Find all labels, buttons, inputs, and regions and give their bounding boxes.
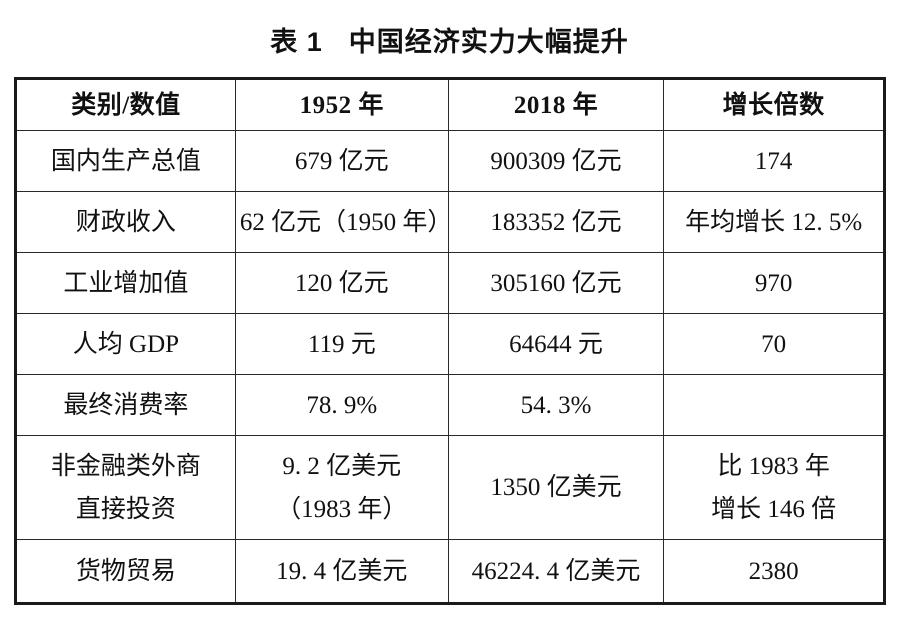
table-cell: 9. 2 亿美元 （1983 年）	[234, 435, 449, 540]
table-row: 非金融类外商 直接投资 9. 2 亿美元 （1983 年） 1350 亿美元 比…	[15, 435, 885, 540]
table-row: 最终消费率 78. 9% 54. 3%	[15, 374, 885, 436]
table-cell: 78. 9%	[234, 374, 449, 436]
header-row: 类别/数值 1952 年 2018 年 增长倍数	[15, 78, 885, 131]
page-title: 中国经济实力大幅提升	[348, 27, 629, 57]
table-cell: 人均 GDP	[15, 313, 236, 375]
table-row: 货物贸易 19. 4 亿美元 46224. 4 亿美元 2380	[15, 539, 885, 604]
table-cell: 54. 3%	[447, 374, 665, 436]
table-row: 国内生产总值 679 亿元 900309 亿元 174	[15, 130, 885, 192]
table-cell: 货物贸易	[15, 539, 236, 604]
table-cell: 183352 亿元	[447, 191, 665, 253]
table-row: 人均 GDP 119 元 64644 元 70	[15, 313, 885, 375]
table-caption: 表 1 中国经济实力大幅提升	[0, 20, 899, 59]
table-cell: 年均增长 12. 5%	[663, 191, 885, 253]
table-cell: 679 亿元	[234, 130, 449, 192]
table-cell: 国内生产总值	[15, 130, 236, 192]
table-cell: 1350 亿美元	[447, 435, 665, 540]
table-cell: 非金融类外商 直接投资	[15, 435, 236, 540]
table-cell	[663, 374, 885, 436]
economy-table: 类别/数值 1952 年 2018 年 增长倍数 国内生产总值 679 亿元 9…	[14, 77, 886, 605]
table-cell: 119 元	[234, 313, 449, 375]
column-header-growth: 增长倍数	[663, 78, 885, 131]
table-cell: 19. 4 亿美元	[234, 539, 449, 604]
table-cell: 900309 亿元	[447, 130, 665, 192]
table-cell: 174	[663, 130, 885, 192]
column-header-1952: 1952 年	[234, 78, 449, 131]
table-cell: 比 1983 年 增长 146 倍	[663, 435, 885, 540]
table-cell: 财政收入	[15, 191, 236, 253]
table-number: 表 1	[270, 27, 323, 57]
table-cell: 62 亿元（1950 年）	[234, 191, 449, 253]
table-cell: 46224. 4 亿美元	[447, 539, 665, 604]
table-cell: 305160 亿元	[447, 252, 665, 314]
column-header-category: 类别/数值	[15, 78, 236, 131]
table-cell: 最终消费率	[15, 374, 236, 436]
table-cell: 120 亿元	[234, 252, 449, 314]
table-cell: 64644 元	[447, 313, 665, 375]
table-cell: 2380	[663, 539, 885, 604]
column-header-2018: 2018 年	[447, 78, 665, 131]
table-cell: 工业增加值	[15, 252, 236, 314]
table-cell: 970	[663, 252, 885, 314]
table-cell: 70	[663, 313, 885, 375]
table-row: 工业增加值 120 亿元 305160 亿元 970	[15, 252, 885, 314]
table-row: 财政收入 62 亿元（1950 年） 183352 亿元 年均增长 12. 5%	[15, 191, 885, 253]
